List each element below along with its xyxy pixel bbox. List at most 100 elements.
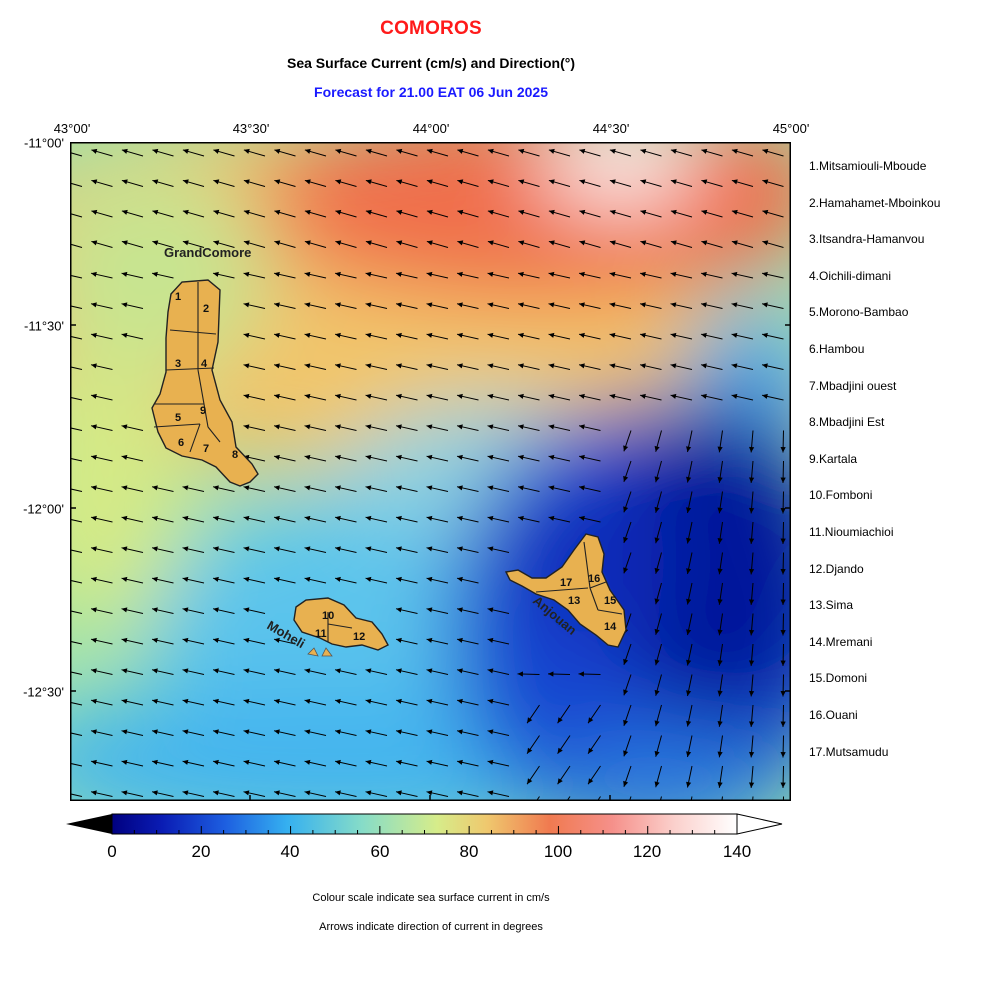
region-number-15: 15 bbox=[604, 595, 616, 607]
current-arrow-head bbox=[121, 424, 128, 430]
current-arrow-head bbox=[623, 658, 629, 665]
current-arrow-head bbox=[274, 271, 280, 277]
current-arrow-head bbox=[749, 721, 755, 727]
current-arrow-head bbox=[762, 148, 769, 154]
current-arrow-head bbox=[654, 506, 660, 513]
current-arrow-head bbox=[654, 598, 660, 605]
current-arrow-head bbox=[182, 179, 189, 185]
current-arrow-head bbox=[304, 729, 311, 735]
current-arrow-head bbox=[243, 698, 250, 704]
current-arrow-head bbox=[762, 209, 769, 215]
current-arrow-head bbox=[91, 454, 97, 460]
current-arrow-head bbox=[457, 576, 463, 582]
district-legend: 1.Mitsamiouli-Mboude 2.Hamahamet-Mboinko… bbox=[809, 152, 999, 774]
current-arrow-head bbox=[701, 271, 707, 277]
current-arrow-head bbox=[365, 576, 372, 582]
legend-item-7: 7.Mbadjini ouest bbox=[809, 378, 897, 393]
current-arrow-head bbox=[365, 759, 372, 765]
current-arrow-head bbox=[365, 271, 372, 277]
current-arrow-head bbox=[640, 332, 646, 338]
current-arrow-head bbox=[780, 447, 786, 453]
current-arrow-head bbox=[396, 240, 403, 246]
current-arrow-head bbox=[518, 454, 524, 460]
current-arrow-head bbox=[654, 628, 660, 635]
current-arrow-head bbox=[91, 179, 98, 185]
current-arrow-head bbox=[623, 475, 629, 482]
current-arrow-head bbox=[457, 393, 463, 399]
current-arrow-head bbox=[426, 179, 433, 185]
current-arrow-head bbox=[91, 240, 98, 246]
current-arrow-head bbox=[548, 363, 555, 369]
current-arrow-head bbox=[274, 485, 280, 491]
current-arrow-head bbox=[243, 546, 250, 552]
current-arrow-head bbox=[701, 332, 707, 338]
current-arrow-head bbox=[749, 568, 755, 575]
legend-item-14: 14.Mremani bbox=[809, 634, 873, 649]
current-arrow-head bbox=[396, 790, 402, 796]
current-arrow-head bbox=[670, 240, 677, 246]
current-arrow-head bbox=[213, 271, 219, 277]
current-arrow-head bbox=[426, 607, 433, 613]
current-arrow-head bbox=[609, 240, 616, 246]
current-arrow-head bbox=[487, 485, 494, 491]
current-arrow-head bbox=[457, 790, 463, 796]
current-arrow-head bbox=[762, 240, 769, 246]
lon-label-45-00: 45°00' bbox=[772, 121, 810, 136]
current-arrow-head bbox=[304, 576, 311, 582]
grand-comore-island bbox=[151, 279, 259, 487]
current-arrow-head bbox=[274, 424, 280, 430]
region-number-4: 4 bbox=[201, 358, 208, 370]
current-arrow-head bbox=[243, 363, 250, 369]
current-arrow-head bbox=[365, 485, 372, 491]
current-arrow-head bbox=[335, 302, 341, 308]
lon-label-44-30: 44°30' bbox=[592, 121, 630, 136]
current-arrow-head bbox=[274, 698, 280, 704]
current-arrow-head bbox=[578, 671, 584, 677]
current-arrow-head bbox=[670, 302, 677, 308]
current-arrow-head bbox=[213, 729, 219, 735]
legend-item-9: 9.Kartala bbox=[809, 451, 858, 466]
current-arrow-head bbox=[426, 515, 433, 521]
current-arrow-head bbox=[548, 302, 555, 308]
current-arrow-head bbox=[686, 690, 692, 697]
current-arrow-head bbox=[517, 671, 523, 677]
grand-comore-label: GrandComore bbox=[164, 245, 251, 260]
current-arrow-head bbox=[749, 507, 755, 514]
current-arrow-head bbox=[749, 599, 755, 605]
current-arrow-head bbox=[609, 179, 616, 185]
current-arrow-head bbox=[623, 567, 629, 574]
current-arrow-head bbox=[335, 332, 341, 338]
current-arrow-head bbox=[623, 780, 629, 787]
current-arrow-head bbox=[304, 698, 311, 704]
current-arrow-head bbox=[396, 576, 402, 582]
current-arrow-head bbox=[396, 546, 402, 552]
current-arrow-head bbox=[579, 240, 586, 246]
current-arrow-head bbox=[274, 515, 280, 521]
current-arrow-head bbox=[121, 729, 128, 735]
current-arrow-head bbox=[182, 729, 189, 735]
current-arrow-head bbox=[335, 148, 342, 154]
current-arrow-head bbox=[182, 515, 189, 521]
region-number-16: 16 bbox=[588, 573, 600, 585]
current-arrow-head bbox=[487, 546, 494, 552]
current-arrow-head bbox=[518, 148, 525, 154]
current-arrow-head bbox=[457, 302, 463, 308]
current-arrow-head bbox=[91, 576, 97, 582]
current-arrow-head bbox=[243, 607, 250, 613]
current-arrow-head bbox=[457, 515, 463, 521]
current-arrow-head bbox=[640, 393, 646, 399]
current-arrow-head bbox=[182, 148, 189, 154]
current-arrow-head bbox=[487, 240, 494, 246]
current-arrow-head bbox=[243, 576, 250, 582]
current-arrow-head bbox=[396, 485, 402, 491]
current-arrow-head bbox=[274, 148, 281, 154]
current-arrow-head bbox=[121, 332, 128, 338]
current-arrow-head bbox=[487, 729, 494, 735]
current-arrow-head bbox=[335, 271, 341, 277]
current-arrow-head bbox=[487, 790, 494, 796]
current-arrow-head bbox=[686, 476, 692, 483]
current-arrow-head bbox=[548, 148, 555, 154]
current-arrow-head bbox=[335, 424, 341, 430]
current-arrow-head bbox=[487, 454, 494, 460]
current-arrow-head bbox=[749, 751, 755, 758]
